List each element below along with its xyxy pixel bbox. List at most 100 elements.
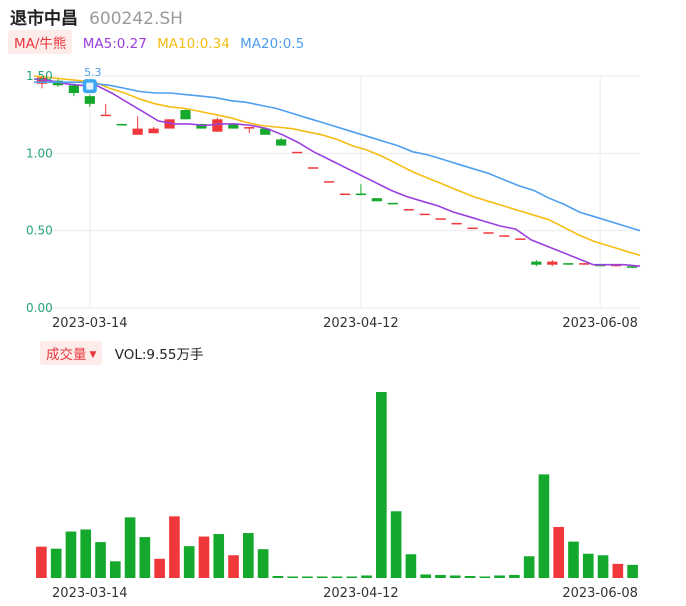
candle (355, 184, 367, 196)
candle-body (515, 238, 526, 240)
candle (244, 127, 255, 134)
caret-down-icon: ▼ (89, 350, 97, 360)
volume-bar (464, 575, 476, 578)
volume-bar (302, 576, 313, 578)
candle-body (323, 181, 335, 183)
candle-body (499, 235, 510, 237)
candle-body (355, 193, 367, 196)
x-tick-label: 2023-03-14 (52, 316, 128, 331)
y-tick-label: 1.50 (26, 69, 53, 83)
candle (387, 202, 398, 205)
volume-bar (553, 526, 565, 578)
candle (451, 222, 462, 225)
stock-code: 600242.SH (89, 9, 183, 29)
volume-bar (80, 529, 92, 578)
candle (579, 263, 590, 265)
volume-bar (361, 575, 372, 578)
candle (499, 235, 510, 237)
candle-body (84, 96, 95, 104)
volume-bar (198, 536, 210, 578)
candle (467, 227, 478, 230)
candle (547, 260, 558, 267)
candle (148, 127, 159, 134)
candle (276, 137, 287, 146)
volume-bar (272, 575, 284, 578)
volume-selector-tag[interactable]: 成交量 ▼ (40, 341, 103, 365)
volume-bar (109, 561, 121, 578)
candle-body (531, 261, 542, 265)
volume-bar (390, 511, 402, 578)
volume-bar (316, 576, 328, 578)
candle (260, 128, 271, 135)
volume-bar (538, 474, 550, 578)
candle-body (579, 263, 590, 265)
x-tick-label: 2023-03-14 (52, 586, 128, 601)
candle-body (212, 119, 223, 132)
ma-selector-tag[interactable]: MA/牛熊 (8, 30, 73, 54)
candle (515, 238, 526, 240)
volume-bar (331, 576, 343, 578)
volume-bar (287, 576, 298, 578)
ma-legend: MA/牛熊 MA5:0.27 MA10:0.34 MA20:0.5 (8, 30, 305, 54)
candle-body (260, 128, 271, 135)
ma20-line (34, 81, 641, 232)
ma-lines (33, 75, 641, 267)
price-date-axis: 2023-03-14 2023-04-12 2023-06-08 (52, 316, 638, 331)
candle-body (292, 151, 303, 154)
candlestick-series (36, 76, 638, 268)
volume-bar (346, 576, 358, 578)
signal-badge-icon-glyph (86, 82, 94, 90)
candle (531, 260, 542, 267)
volume-bar (36, 546, 47, 578)
candle (307, 167, 319, 169)
volume-bar (139, 537, 151, 578)
x-tick-label: 2023-04-12 (323, 586, 399, 601)
candle-body (403, 209, 414, 211)
volume-bar (65, 531, 77, 578)
candle-body (196, 123, 207, 129)
volume-bars (36, 392, 638, 578)
volume-bar (169, 516, 180, 578)
volume-bar (154, 558, 165, 578)
volume-bar (597, 555, 609, 578)
candle (483, 232, 494, 234)
candle-body (116, 123, 127, 126)
ma20-legend: MA20:0.5 (240, 36, 305, 52)
x-tick-label: 2023-04-12 (323, 316, 399, 331)
candle (116, 123, 127, 126)
volume-bar (435, 574, 446, 578)
volume-bar (183, 546, 195, 578)
volume-bar (213, 534, 225, 578)
volume-bar (612, 563, 624, 578)
stock-name: 退市中昌 (10, 9, 78, 29)
volume-bar (449, 575, 461, 578)
volume-bar (257, 549, 269, 578)
candle (68, 83, 79, 97)
candle-body (419, 213, 430, 216)
candle (84, 94, 95, 107)
candle-body (100, 114, 111, 117)
candle (164, 119, 175, 129)
candle (403, 209, 414, 211)
candle-body (626, 266, 638, 268)
ma10-legend: MA10:0.34 (157, 36, 230, 52)
y-tick-label: 1.00 (26, 146, 53, 160)
candle (371, 198, 382, 202)
volume-bar (509, 574, 520, 578)
candle (435, 218, 446, 220)
volume-bar (494, 575, 505, 578)
volume-bar (242, 533, 254, 578)
candle-body (244, 127, 255, 129)
candle-body (451, 222, 462, 225)
candle-body (307, 167, 319, 169)
candle-body (339, 193, 351, 196)
volume-bar (523, 556, 535, 578)
volume-date-axis: 2023-03-14 2023-04-12 2023-06-08 (52, 586, 638, 601)
candle (180, 108, 191, 120)
candle (339, 193, 351, 196)
candle (292, 151, 303, 154)
title-row: 退市中昌 600242.SH (10, 4, 183, 29)
candle (100, 103, 111, 117)
x-tick-label: 2023-06-08 (562, 316, 638, 331)
